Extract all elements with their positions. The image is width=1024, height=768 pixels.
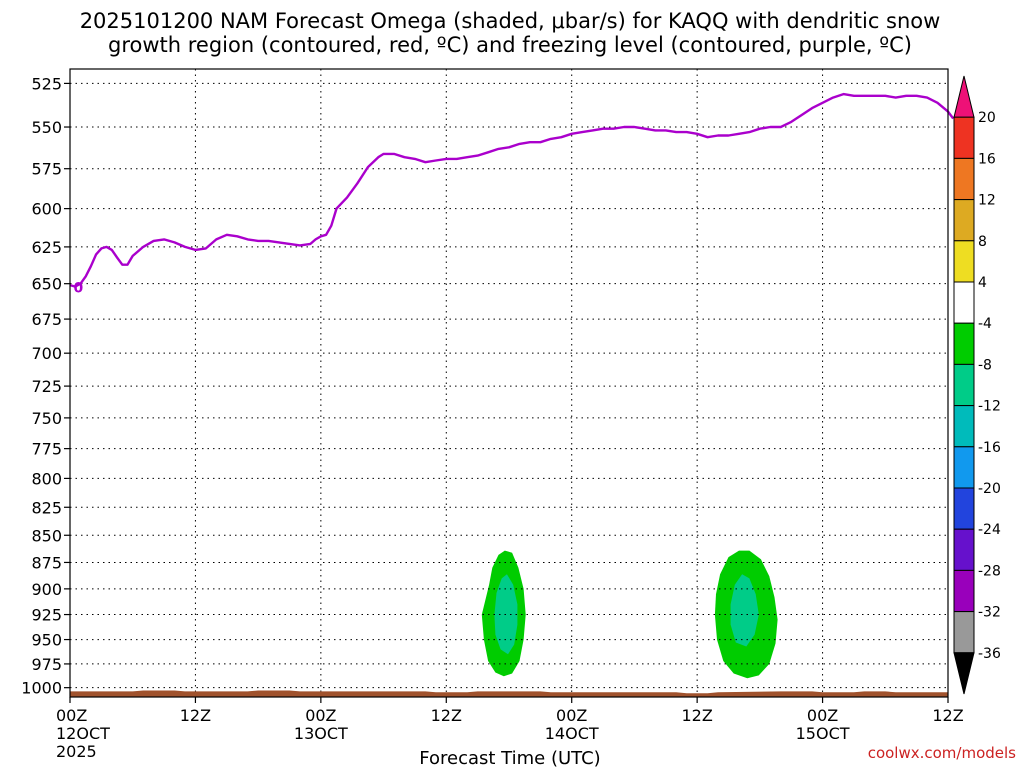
colorbar-segment bbox=[953, 116, 975, 159]
colorbar-segment bbox=[953, 569, 975, 613]
y-tick-label: 800 bbox=[31, 469, 62, 488]
colorbar-tick-label: -24 bbox=[978, 522, 1001, 538]
colorbar-tick-label: 20 bbox=[978, 110, 996, 126]
omega-shading bbox=[481, 550, 778, 679]
colorbar-tick-label: -4 bbox=[978, 316, 992, 332]
colorbar-segment bbox=[953, 528, 975, 571]
plot-border bbox=[69, 68, 949, 698]
colorbar-tick-label: 4 bbox=[978, 275, 987, 291]
x-tick-label: 2025 bbox=[56, 742, 97, 761]
y-tick-label: 725 bbox=[31, 377, 62, 396]
y-tick-label: 1000 bbox=[21, 679, 62, 698]
x-tick-label: 12Z bbox=[180, 706, 211, 725]
x-tick-label: 00Z bbox=[305, 706, 336, 725]
colorbar-segment bbox=[953, 240, 975, 283]
y-tick-label: 975 bbox=[31, 655, 62, 674]
freezing-level: 0 bbox=[69, 92, 955, 297]
colorbar-tick-label: 12 bbox=[978, 193, 996, 209]
y-tick-label: 575 bbox=[31, 160, 62, 179]
y-tick-label: 825 bbox=[31, 498, 62, 517]
colorbar-segment bbox=[953, 199, 975, 242]
colorbar-tick-label: 16 bbox=[978, 151, 996, 167]
y-tick-label: 950 bbox=[31, 631, 62, 650]
colorbar-tick-label: -16 bbox=[978, 440, 1001, 456]
freezing-level-line bbox=[69, 92, 955, 288]
colorbar-segment bbox=[953, 281, 975, 324]
y-tick-label: 625 bbox=[31, 238, 62, 257]
colorbar-segment bbox=[953, 157, 975, 201]
x-tick-label: 00Z bbox=[807, 706, 838, 725]
y-tick-label: 875 bbox=[31, 553, 62, 572]
x-tick-label: 12Z bbox=[681, 706, 712, 725]
colorbar-tick-label: -28 bbox=[978, 563, 1001, 579]
colorbar-segment bbox=[953, 363, 975, 407]
colorbar-tick-label: -12 bbox=[978, 399, 1001, 415]
x-tick-label: 13OCT bbox=[294, 724, 348, 743]
y-axis-tick-labels: 525 550 575 600 625 650 675 700 725 750 775 800 825 8… bbox=[21, 74, 62, 697]
colorbar-legend: 20 16 12 8 4 -4 -8 -12 -16 -20 -24 -28 -32 -36 bbox=[953, 75, 1001, 695]
x-tick-label: 00Z bbox=[556, 706, 587, 725]
chart-title-line-2: growth region (contoured, red, ºC) and f… bbox=[108, 33, 912, 57]
x-tick-label: 00Z bbox=[56, 706, 87, 725]
x-tick-label: 12Z bbox=[431, 706, 462, 725]
site-credit: coolwx.com/models bbox=[868, 744, 1016, 762]
colorbar-segment bbox=[953, 446, 975, 489]
plot-frame bbox=[64, 68, 949, 703]
y-tick-label: 525 bbox=[31, 74, 62, 93]
y-tick-label: 850 bbox=[31, 526, 62, 545]
y-tick-label: 900 bbox=[31, 580, 62, 599]
colorbar-tick-label: -36 bbox=[978, 646, 1001, 662]
colorbar-tick-label: 8 bbox=[978, 234, 987, 250]
freezing-level-label: 0 bbox=[73, 281, 83, 297]
colorbar-tick-label: -8 bbox=[978, 357, 992, 373]
y-tick-label: 750 bbox=[31, 409, 62, 428]
omega-region-3 bbox=[730, 574, 759, 647]
x-axis-title: Forecast Time (UTC) bbox=[419, 748, 600, 768]
colorbar-bottom-arrow bbox=[953, 652, 975, 695]
y-tick-label: 775 bbox=[31, 440, 62, 459]
colorbar-segment bbox=[953, 405, 975, 448]
x-tick-label: 12Z bbox=[932, 706, 963, 725]
colorbar-top-arrow bbox=[953, 75, 975, 118]
surface-fill bbox=[70, 690, 948, 697]
colorbar-segment bbox=[953, 611, 975, 654]
colorbar-tick-label: -32 bbox=[978, 605, 1001, 621]
y-tick-label: 700 bbox=[31, 344, 62, 363]
colorbar-segment bbox=[953, 322, 975, 365]
y-tick-label: 600 bbox=[31, 200, 62, 219]
grid-lines bbox=[69, 69, 949, 697]
x-tick-label: 12OCT bbox=[56, 724, 110, 743]
colorbar-segment bbox=[953, 487, 975, 530]
y-tick-label: 650 bbox=[31, 275, 62, 294]
chart-title-line-1: 2025101200 NAM Forecast Omega (shaded, μ… bbox=[80, 9, 941, 33]
x-tick-label: 15OCT bbox=[796, 724, 850, 743]
x-tick-label: 14OCT bbox=[545, 724, 599, 743]
y-tick-label: 925 bbox=[31, 606, 62, 625]
y-tick-label: 550 bbox=[31, 118, 62, 137]
surface-terrain bbox=[70, 690, 948, 697]
colorbar-tick-label: -20 bbox=[978, 481, 1001, 497]
y-tick-label: 675 bbox=[31, 310, 62, 329]
